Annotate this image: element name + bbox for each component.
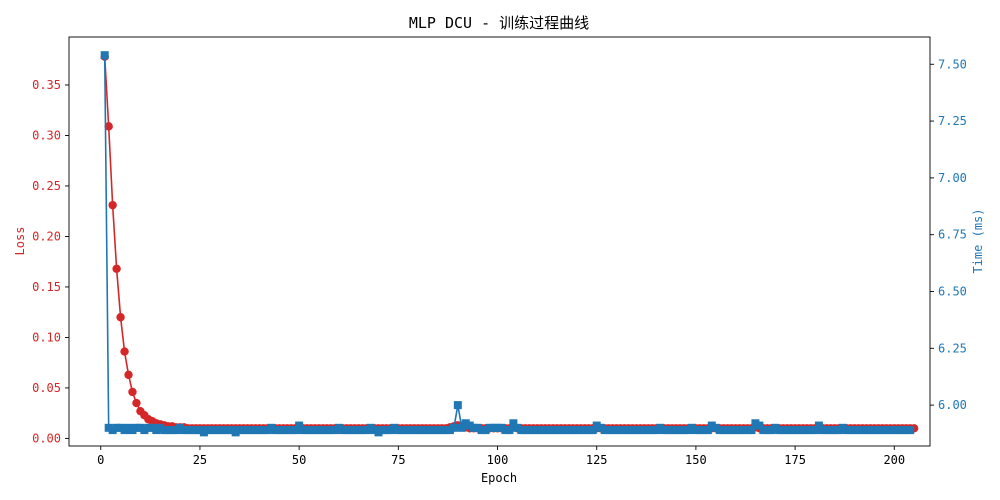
right-tick-label: 6.75 bbox=[938, 228, 967, 242]
time-point bbox=[747, 426, 756, 435]
right-tick-label: 6.00 bbox=[938, 398, 967, 412]
time-series bbox=[100, 51, 915, 437]
loss-point bbox=[116, 313, 125, 322]
x-tick-label: 200 bbox=[883, 453, 905, 467]
loss-point bbox=[112, 264, 121, 273]
right-tick-label: 7.50 bbox=[938, 57, 967, 71]
loss-point bbox=[120, 347, 129, 356]
time-point bbox=[814, 421, 823, 430]
time-point bbox=[906, 426, 915, 435]
loss-point bbox=[128, 387, 137, 397]
left-tick-label: 0.35 bbox=[32, 78, 61, 92]
time-point bbox=[588, 426, 597, 435]
x-tick-label: 175 bbox=[784, 453, 806, 467]
right-tick-label: 6.25 bbox=[938, 341, 967, 355]
time-point bbox=[295, 421, 304, 430]
loss-series bbox=[100, 52, 919, 433]
time-point bbox=[453, 401, 462, 410]
x-tick-label: 125 bbox=[586, 453, 608, 467]
chart-title: MLP DCU - 训练过程曲线 bbox=[409, 14, 589, 32]
loss-point bbox=[124, 370, 133, 379]
right-y-axis: 6.00 6.25 6.50 6.75 7.00 7.25 7.50 bbox=[930, 57, 967, 412]
series-layer bbox=[100, 51, 919, 437]
x-tick-label: 100 bbox=[487, 453, 509, 467]
left-tick-label: 0.30 bbox=[32, 128, 61, 142]
plot-area: 0 25 50 75 100 125 150 175 200 0.000.050.100.150… bbox=[32, 36, 967, 467]
left-tick-label: 0.15 bbox=[32, 280, 61, 294]
right-tick-label: 7.25 bbox=[938, 114, 967, 128]
time-point bbox=[100, 51, 109, 60]
loss-point bbox=[108, 200, 117, 210]
time-point bbox=[703, 426, 712, 435]
x-tick-label: 150 bbox=[685, 453, 707, 467]
time-point bbox=[505, 426, 514, 435]
left-tick-label: 0.05 bbox=[32, 381, 61, 395]
time-point bbox=[810, 426, 819, 435]
x-tick-label: 50 bbox=[292, 453, 306, 467]
x-tick-label: 75 bbox=[391, 453, 405, 467]
loss-point bbox=[104, 122, 113, 131]
left-tick-label: 0.10 bbox=[32, 330, 61, 344]
x-tick-label: 25 bbox=[193, 453, 207, 467]
time-point bbox=[449, 423, 458, 432]
loss-point bbox=[132, 398, 141, 408]
loss-line bbox=[103, 56, 915, 430]
x-axis-label: Epoch bbox=[481, 471, 517, 485]
plot-frame bbox=[68, 36, 931, 447]
right-tick-label: 7.00 bbox=[938, 171, 967, 185]
left-y-axis: 0.00 0.05 0.10 0.15 0.20 0.25 0.30 0.35 bbox=[32, 78, 69, 445]
time-line bbox=[103, 55, 911, 434]
time-point bbox=[509, 419, 518, 428]
time-point bbox=[291, 426, 300, 435]
left-tick-label: 0.25 bbox=[32, 179, 61, 193]
left-tick-label: 0.20 bbox=[32, 229, 61, 243]
time-point bbox=[457, 423, 466, 432]
left-tick-label: 0.00 bbox=[32, 431, 61, 445]
left-axis-label: Loss bbox=[13, 227, 27, 256]
right-axis-label: Time (ms) bbox=[971, 208, 985, 273]
time-point bbox=[755, 421, 764, 430]
x-axis: 0 25 50 75 100 125 150 175 200 bbox=[97, 446, 905, 467]
x-tick-label: 0 bbox=[97, 453, 104, 467]
right-tick-label: 6.50 bbox=[938, 284, 967, 298]
